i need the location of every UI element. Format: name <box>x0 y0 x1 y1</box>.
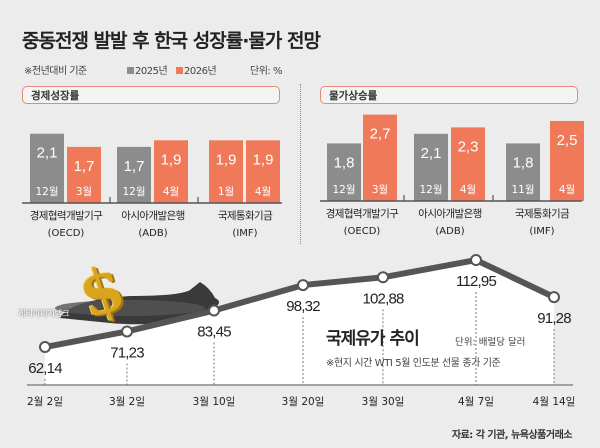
bar <box>30 133 64 203</box>
bar <box>414 133 448 201</box>
bar-value-label: 2,5 <box>557 132 578 149</box>
point-value-label: 91,28 <box>537 310 571 327</box>
bar-value-label: 2,7 <box>370 126 391 143</box>
line-area <box>45 260 554 385</box>
x-tick-label: 3월 2일 <box>109 395 145 408</box>
bar-value-label: 1,9 <box>253 151 274 168</box>
bar-month-label: 3월 <box>372 184 388 196</box>
x-tick-label: 2월 2일 <box>27 395 63 408</box>
bar <box>117 146 151 203</box>
x-tick-label: 3월 10일 <box>193 395 236 408</box>
inflation-panel-header: 물가상승률 <box>320 86 578 104</box>
bar-month-label: 4월 <box>559 184 575 196</box>
legend-note: ※전년대비 기준 <box>24 66 87 77</box>
oil-chart-note: ※현지 시간 WTI 5월 인도분 선물 종가 기준 <box>326 358 501 369</box>
category-abbr: (ADB) <box>138 228 167 239</box>
bar-month-label: 3월 <box>76 186 92 198</box>
panel-divider <box>300 84 301 244</box>
bar-value-label: 1,8 <box>334 154 355 171</box>
x-tick-label: 4월 14일 <box>533 395 576 408</box>
bar-value-label: 2,1 <box>421 145 442 162</box>
category-abbr: (IMF) <box>232 228 257 239</box>
x-tick-label: 4월 7일 <box>458 395 494 408</box>
point-value-label: 112,95 <box>456 273 496 290</box>
point-value-label: 98,32 <box>286 298 320 315</box>
bar-month-label: 4월 <box>460 184 476 196</box>
oil-blob-highlight <box>55 300 205 316</box>
bar-month-label: 12월 <box>419 184 442 196</box>
data-point <box>470 254 482 267</box>
category-abbr: (OECD) <box>344 226 381 237</box>
bar-value-label: 1,7 <box>74 158 95 175</box>
bar-month-label: 12월 <box>332 184 355 196</box>
legend-2025: 2025년 <box>127 62 168 77</box>
point-value-label: 83,45 <box>197 324 231 341</box>
legend-swatch-orange <box>176 67 183 74</box>
bar <box>67 146 101 203</box>
bar-value-label: 2,3 <box>458 138 479 155</box>
bar <box>209 140 243 203</box>
page-title: 중동전쟁 발발 후 한국 성장률·물가 전망 <box>22 30 321 52</box>
growth-panel-header: 경제성장률 <box>22 86 280 104</box>
category-label: 국제통화기금 <box>515 208 570 220</box>
point-value-label: 71,23 <box>110 344 144 361</box>
bar-month-label: 1월 <box>218 186 234 198</box>
bar-month-label: 11월 <box>511 184 534 196</box>
bar-month-label: 12월 <box>122 186 145 198</box>
bar-value-label: 1,9 <box>216 151 237 168</box>
bar <box>506 143 540 201</box>
data-point <box>208 304 220 317</box>
legend-2026: 2026년 <box>176 62 217 77</box>
bar-month-label: 12월 <box>35 186 58 198</box>
category-abbr: (IMF) <box>529 226 554 237</box>
legend-unit: 단위: % <box>250 66 282 77</box>
data-point <box>548 291 560 304</box>
point-value-label: 102,88 <box>362 290 404 307</box>
legend-swatch-gray <box>127 67 134 74</box>
bar-month-label: 4월 <box>163 186 179 198</box>
bar <box>246 140 280 203</box>
category-abbr: (ADB) <box>435 226 464 237</box>
bar <box>363 114 397 201</box>
x-tick-label: 3월 30일 <box>362 395 405 408</box>
category-label: 경제협력개발기구 <box>30 209 103 222</box>
watermark: 게티이미지뱅크 <box>18 309 70 318</box>
bar <box>550 121 584 201</box>
data-point <box>377 271 389 284</box>
category-label: 국제통화기금 <box>218 210 273 222</box>
bar-value-label: 1,9 <box>161 151 182 168</box>
bar-value-label: 1,8 <box>513 154 534 171</box>
category-label: 경제협력개발기구 <box>326 207 399 220</box>
category-label: 아시아개발은행 <box>418 208 481 220</box>
bar <box>451 127 485 201</box>
data-point <box>121 325 133 338</box>
category-abbr: (OECD) <box>48 228 85 239</box>
bar <box>154 140 188 203</box>
bar <box>327 143 361 201</box>
bar-value-label: 1,7 <box>124 158 145 175</box>
bar-value-label: 2,1 <box>37 145 58 162</box>
source-note: 자료: 각 기관, 뉴욕상품거래소 <box>451 430 573 441</box>
bar-month-label: 4월 <box>255 186 271 198</box>
oil-chart-title: 국제유가 추이 <box>326 329 420 349</box>
oil-chart-unit: 단위: 배럴당 달러 <box>455 337 526 348</box>
data-point <box>39 341 51 354</box>
point-value-label: 62,14 <box>28 360 62 377</box>
data-point <box>297 279 309 292</box>
category-label: 아시아개발은행 <box>121 210 184 222</box>
x-tick-label: 3월 20일 <box>282 395 325 408</box>
